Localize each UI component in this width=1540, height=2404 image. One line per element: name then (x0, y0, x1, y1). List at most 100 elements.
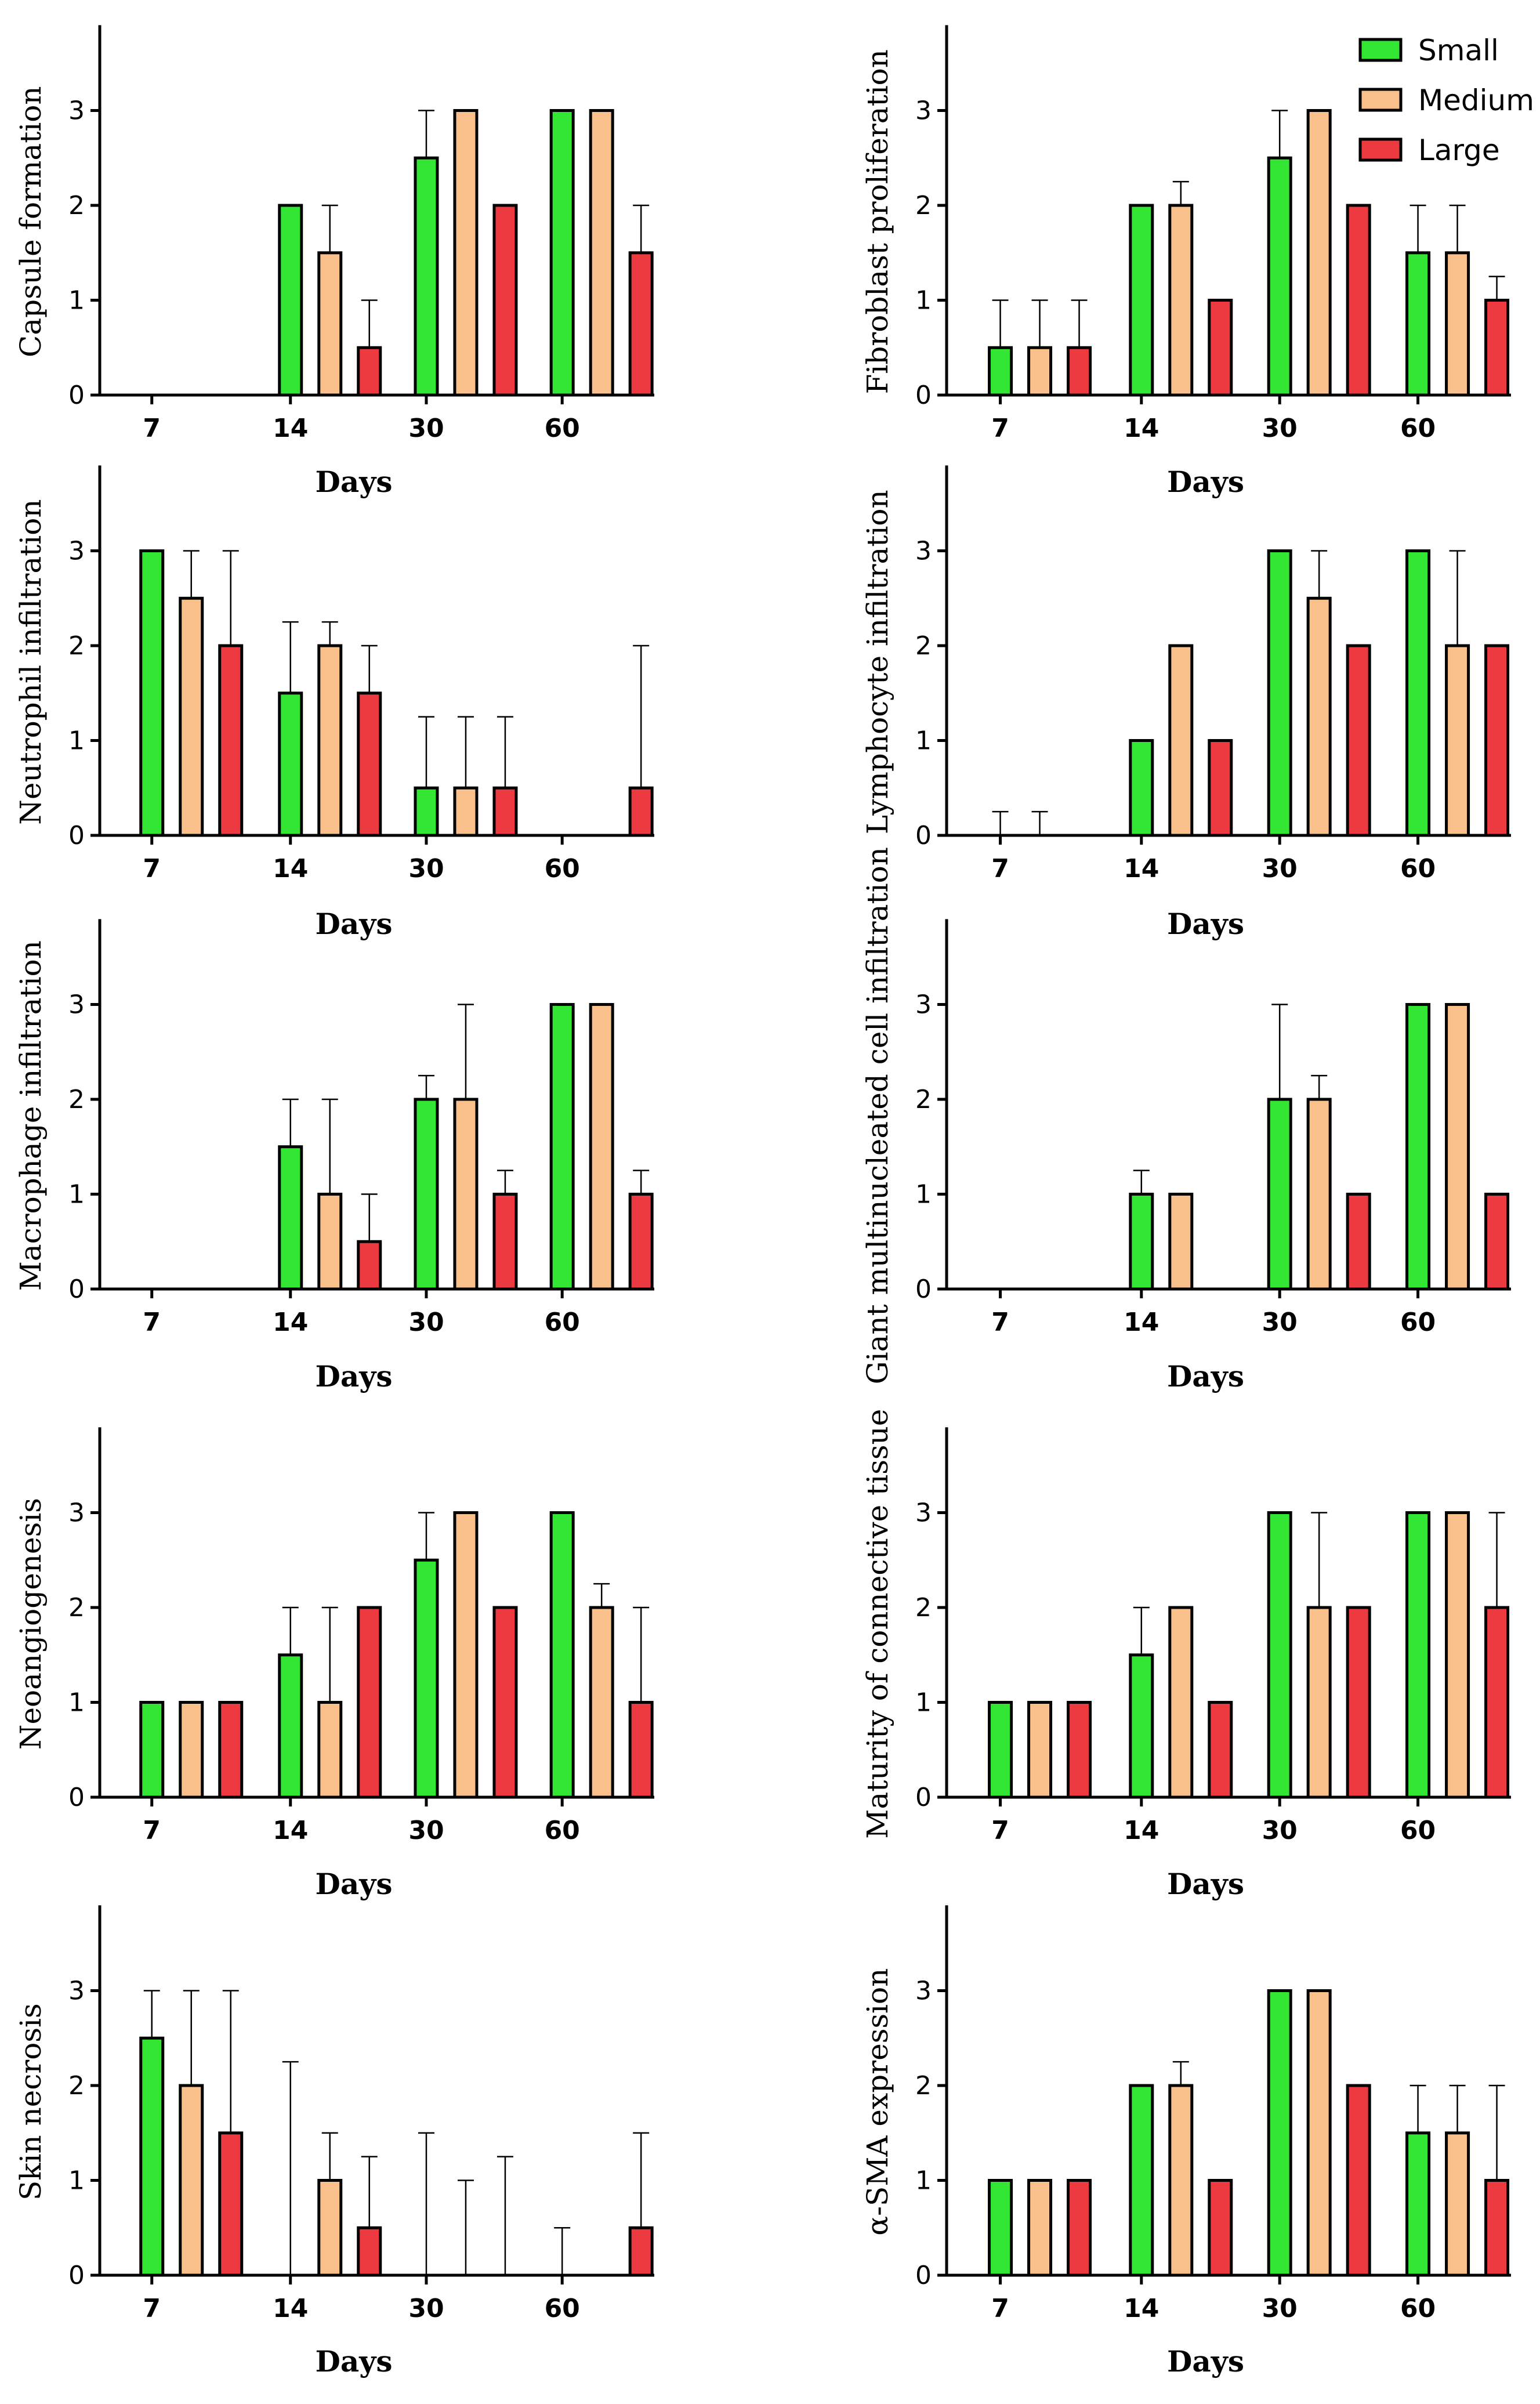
chart-panel-skin-necrosis: 0 1 2 3 Skin necrosis 7 14 30 60 Days (14, 1905, 654, 2378)
x-tick-label-7: 7 (991, 1308, 1009, 1337)
bar-medium-day-60 (589, 1606, 614, 1799)
bar-small-day-60 (1405, 1003, 1431, 1291)
x-axis-title: Days (316, 2344, 393, 2378)
bar-medium-day-14 (317, 251, 343, 397)
y-tick-label: 0 (915, 1783, 932, 1812)
y-tick-label: 1 (915, 1688, 932, 1718)
x-tick-label-14: 14 (273, 414, 308, 443)
bar-large-day-14 (1208, 299, 1233, 397)
bar-small-day-14 (1129, 2084, 1154, 2277)
chart-panel-neoangiogenesis: 0 1 2 3 Neoangiogenesis 7 14 30 60 Days (14, 1427, 654, 1901)
bar-medium-day-30 (1306, 596, 1332, 837)
y-tick-label: 1 (915, 286, 932, 316)
bar-large-day-7 (218, 1701, 244, 1799)
bar-medium-day-14 (1168, 1193, 1194, 1291)
chart-panel-giant-multinucleated-cell-infiltration: 0 1 2 3 Giant multinucleated cell infiltrati… (861, 847, 1511, 1393)
x-axis-title: Days (316, 1867, 393, 1901)
y-tick-label: 1 (68, 726, 85, 756)
bar-small-day-60 (1405, 549, 1431, 837)
legend-swatch-small (1358, 38, 1403, 62)
y-tick-label: 3 (68, 1498, 85, 1528)
y-tick-label: 3 (915, 990, 932, 1020)
x-tick-label-14: 14 (273, 1308, 308, 1337)
y-tick-label: 0 (915, 2261, 932, 2290)
y-tick-label: 1 (68, 1180, 85, 1210)
y-tick-label: 3 (68, 537, 85, 566)
y-tick-label: 0 (915, 381, 932, 410)
x-tick-label-60: 60 (545, 1308, 580, 1337)
y-axis-title: Fibroblast proliferation (861, 49, 894, 394)
x-tick-label-7: 7 (143, 854, 161, 884)
bar-large-day-14 (357, 346, 382, 397)
bar-large-day-30 (492, 1606, 518, 1799)
bar-small-day-60 (1405, 251, 1431, 397)
bar-large-day-14 (1208, 2179, 1233, 2277)
bar-small-day-7 (988, 346, 1013, 397)
bar-large-day-60 (628, 1193, 654, 1291)
bar-large-day-60 (628, 2226, 654, 2277)
bar-small-day-14 (1129, 204, 1154, 397)
bar-medium-day-30 (1306, 109, 1332, 397)
y-tick-label: 2 (68, 2071, 85, 2101)
x-tick-label-30: 30 (1262, 2294, 1298, 2323)
x-tick-label-14: 14 (1124, 1308, 1159, 1337)
x-tick-label-30: 30 (1262, 1816, 1298, 1845)
x-axis-title: Days (316, 465, 393, 499)
bar-small-day-14 (278, 204, 303, 397)
x-tick-label-7: 7 (143, 1816, 161, 1845)
bar-small-day-30 (414, 1098, 439, 1291)
bar-small-day-14 (278, 1145, 303, 1291)
bar-large-day-14 (1208, 739, 1233, 837)
bar-small-day-60 (1405, 1511, 1431, 1799)
bar-medium-day-14 (1168, 1606, 1194, 1799)
x-tick-label-7: 7 (991, 854, 1009, 884)
y-tick-label: 0 (68, 381, 85, 410)
bar-large-day-14 (1208, 1701, 1233, 1799)
x-tick-label-7: 7 (991, 1816, 1009, 1845)
y-tick-label: 1 (915, 726, 932, 756)
bar-large-day-7 (218, 2131, 244, 2277)
bar-medium-day-30 (1306, 1606, 1332, 1799)
x-tick-label-14: 14 (1124, 1816, 1159, 1845)
x-tick-label-60: 60 (545, 854, 580, 884)
x-tick-label-60: 60 (1400, 414, 1436, 443)
x-tick-label-30: 30 (408, 414, 444, 443)
y-axis-title: Macrophage infiltration (14, 940, 48, 1291)
bar-medium-day-7 (1027, 1701, 1053, 1799)
x-axis-title: Days (1167, 2344, 1244, 2378)
x-tick-label-14: 14 (273, 2294, 308, 2323)
bar-small-day-14 (1129, 1193, 1154, 1291)
y-tick-label: 1 (68, 286, 85, 316)
y-axis-title: Lymphocyte infiltration (861, 490, 894, 834)
x-tick-label-30: 30 (1262, 1308, 1298, 1337)
bar-large-day-60 (628, 786, 654, 837)
bar-small-day-30 (1267, 1511, 1292, 1799)
y-tick-label: 2 (915, 2071, 932, 2101)
chart-panel-capsule-formation: 0 1 2 3 Capsule formation 7 14 30 60 Days (14, 25, 654, 499)
bar-large-day-14 (357, 1240, 382, 1291)
bar-large-day-7 (1067, 1701, 1092, 1799)
y-tick-label: 3 (68, 1976, 85, 2006)
y-tick-label: 3 (915, 537, 932, 566)
y-tick-label: 3 (915, 1976, 932, 2006)
x-tick-label-60: 60 (1400, 2294, 1436, 2323)
bar-small-day-14 (1129, 739, 1154, 837)
bar-large-day-60 (1484, 644, 1510, 837)
bar-small-day-30 (1267, 1989, 1292, 2277)
bar-large-day-30 (1346, 1193, 1371, 1291)
y-tick-label: 2 (915, 1085, 932, 1114)
bar-medium-day-7 (179, 596, 204, 837)
bar-small-day-7 (139, 1701, 165, 1799)
y-tick-label: 1 (68, 2166, 85, 2196)
bar-large-day-14 (357, 2226, 382, 2277)
x-axis-title: Days (1167, 1867, 1244, 1901)
bar-medium-day-60 (1445, 644, 1470, 837)
x-axis-title: Days (1167, 1359, 1244, 1393)
y-tick-label: 1 (68, 1688, 85, 1718)
bar-small-day-30 (414, 156, 439, 397)
bar-medium-day-14 (317, 644, 343, 837)
bar-medium-day-60 (589, 109, 614, 397)
y-tick-label: 2 (68, 631, 85, 661)
x-tick-label-30: 30 (408, 1816, 444, 1845)
